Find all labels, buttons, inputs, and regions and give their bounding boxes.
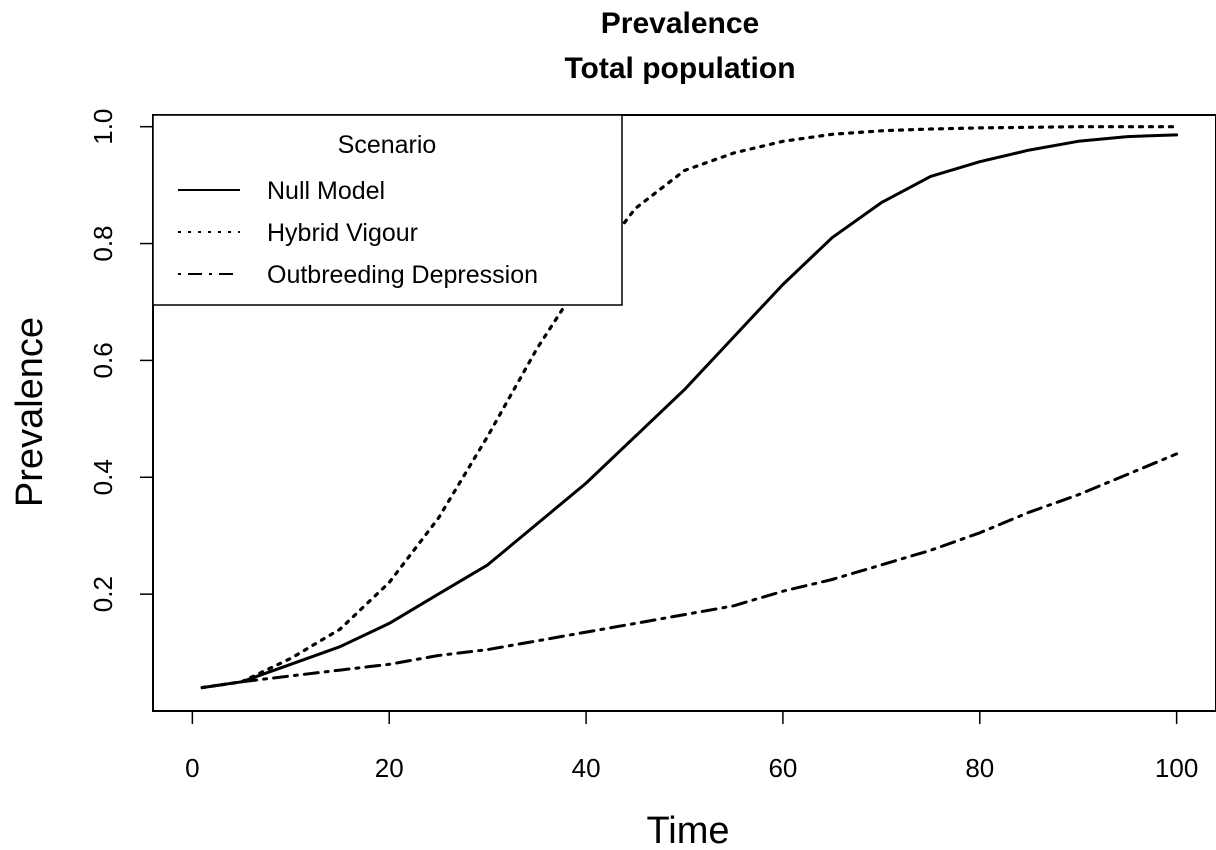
legend-label: Outbreeding Depression bbox=[267, 261, 538, 289]
legend-entries: Null Model Hybrid Vigour Outbreeding Depre… bbox=[178, 177, 538, 289]
x-tick-label: 60 bbox=[768, 753, 797, 783]
series-line bbox=[200, 125, 1179, 690]
legend-title: Scenario bbox=[338, 131, 437, 159]
x-axis: 0 20 40 60 80 100 bbox=[185, 710, 1198, 783]
series-line bbox=[200, 133, 1179, 690]
y-tick-label: 0.2 bbox=[88, 576, 118, 612]
x-tick-label: 40 bbox=[572, 753, 601, 783]
y-tick-label: 0.6 bbox=[88, 342, 118, 378]
series-layer bbox=[200, 125, 1179, 690]
x-tick-label: 100 bbox=[1155, 753, 1198, 783]
y-tick-label: 0.8 bbox=[88, 225, 118, 261]
x-tick-label: 20 bbox=[375, 753, 404, 783]
x-axis-label: Time bbox=[646, 810, 729, 850]
x-tick-label: 80 bbox=[965, 753, 994, 783]
chart-title: Prevalence bbox=[601, 7, 759, 40]
legend: Scenario Null Model Hybrid Vigour Outbreed… bbox=[152, 114, 623, 306]
y-tick-label: 0.4 bbox=[88, 459, 118, 495]
y-axis-label: Prevalence bbox=[9, 317, 51, 507]
series-line bbox=[200, 452, 1179, 690]
legend-label: Null Model bbox=[267, 177, 385, 205]
legend-label: Hybrid Vigour bbox=[267, 219, 418, 247]
chart-subtitle: Total population bbox=[564, 52, 795, 85]
y-tick-label: 1.0 bbox=[88, 109, 118, 145]
y-axis: 0.2 0.4 0.6 0.8 1.0 bbox=[88, 109, 154, 612]
x-tick-label: 0 bbox=[185, 753, 199, 783]
